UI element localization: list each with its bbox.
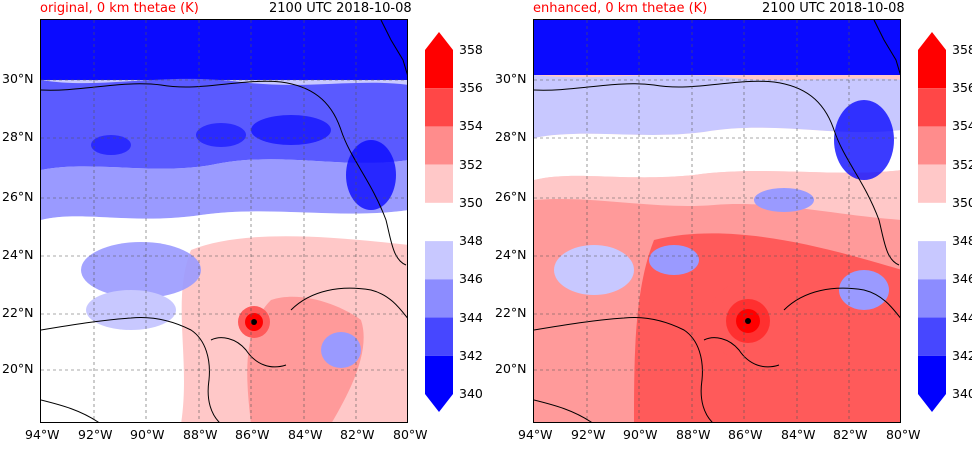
colorbar-band [425,126,453,165]
colorbar-extend-high [918,32,946,50]
lon-tick-label: 86°W [728,427,763,442]
lon-tick-label: 82°W [833,427,868,442]
colorbar-tick-label: 340 [952,386,972,401]
colorbar-band [425,241,453,280]
lat-tick-label: 20°N [495,361,527,376]
colorbar-band [425,50,453,89]
colorbar-tick-label: 342 [459,347,483,363]
lat-tick-label: 28°N [2,129,34,144]
right-panel-title: enhanced, 0 km thetae (K) [533,1,708,16]
colorbar-extend-high [425,32,453,50]
colorbar-band [918,88,946,127]
colorbar-tick-label: 346 [952,271,972,287]
lon-tick-label: 94°W [25,427,60,442]
lat-tick-label: 22°N [495,305,527,320]
colorbar-tick-label: 356 [952,80,972,96]
right-colorbar [918,32,946,412]
lat-tick-label: 30°N [495,71,527,86]
lon-tick-label: 90°W [623,427,658,442]
lon-tick-label: 80°W [393,427,428,442]
right-map [533,19,901,423]
colorbar-band [918,279,946,318]
lon-tick-label: 94°W [518,427,553,442]
lat-tick-label: 26°N [495,189,527,204]
colorbar-tick-label: 354 [459,118,483,134]
colorbar-tick-label: 342 [952,347,972,363]
lon-tick-label: 92°W [78,427,113,442]
lon-tick-label: 82°W [340,427,375,442]
colorbar-band [425,202,453,242]
colorbar-band [918,317,946,356]
colorbar-tick-label: 358 [952,42,972,57]
colorbar-band [425,88,453,127]
colorbar-tick-label: 340 [459,386,483,401]
colorbar-tick-label: 358 [459,42,483,57]
lat-tick-label: 24°N [2,247,34,262]
left-panel-time: 2100 UTC 2018-10-08 [269,1,412,16]
colorbar-tick-label: 348 [459,233,483,249]
lat-tick-label: 26°N [2,189,34,204]
colorbar-extend-low [425,394,453,412]
lat-tick-label: 30°N [2,71,34,86]
colorbar-band [918,126,946,165]
lon-tick-label: 92°W [571,427,606,442]
right-panel-time: 2100 UTC 2018-10-08 [762,1,905,16]
colorbar-tick-label: 354 [952,118,972,134]
left-colorbar [425,32,453,412]
left-panel-title: original, 0 km thetae (K) [40,1,199,16]
lat-tick-label: 20°N [2,361,34,376]
lon-tick-label: 88°W [183,427,218,442]
colorbar-tick-label: 344 [459,309,483,325]
colorbar-band [918,202,946,242]
colorbar-band [918,164,946,203]
colorbar-extend-low [918,394,946,412]
colorbar-band [425,279,453,318]
colorbar-band [425,164,453,203]
lon-tick-label: 90°W [130,427,165,442]
colorbar-tick-label: 346 [459,271,483,287]
lon-tick-label: 84°W [781,427,816,442]
lon-tick-label: 84°W [288,427,323,442]
colorbar-band [918,241,946,280]
colorbar-band [918,355,946,394]
colorbar-tick-label: 350 [459,194,483,210]
lon-tick-label: 80°W [886,427,921,442]
left-map [40,19,408,423]
colorbar-tick-label: 344 [952,309,972,325]
lat-tick-label: 22°N [2,305,34,320]
colorbar-tick-label: 350 [952,194,972,210]
colorbar-tick-label: 356 [459,80,483,96]
colorbar-tick-label: 352 [952,156,972,172]
colorbar-band [425,317,453,356]
lat-tick-label: 24°N [495,247,527,262]
colorbar-tick-label: 348 [952,233,972,249]
colorbar-band [918,50,946,89]
lon-tick-label: 86°W [235,427,270,442]
lat-tick-label: 28°N [495,129,527,144]
colorbar-band [425,355,453,394]
colorbar-tick-label: 352 [459,156,483,172]
lon-tick-label: 88°W [676,427,711,442]
